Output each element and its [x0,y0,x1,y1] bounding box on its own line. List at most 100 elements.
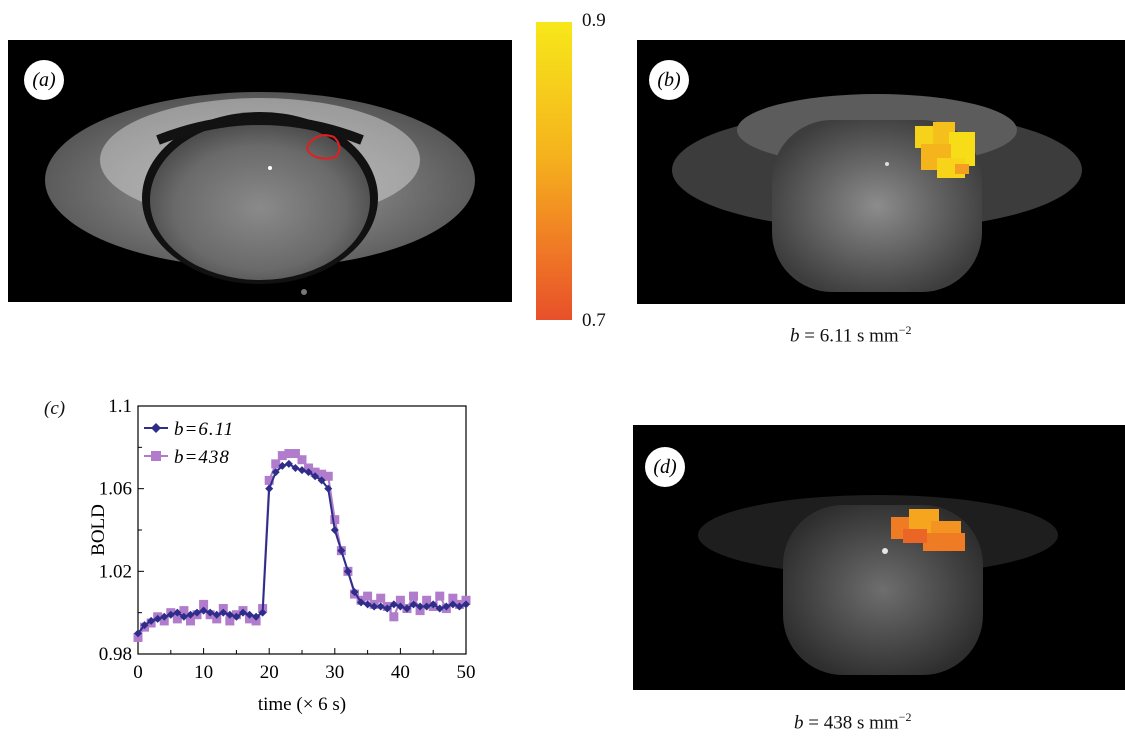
data-point-b611 [252,612,261,621]
y-tick-label: 1.02 [99,561,132,582]
data-point-b611 [147,616,156,625]
data-point-b438 [310,467,320,477]
data-point-b611 [383,604,392,613]
data-point-b438 [179,606,189,616]
data-point-b611 [330,526,339,534]
panel-label-c: (c) [44,398,66,419]
x-tick-label: 0 [133,662,143,683]
colorbar-max-label: 0.9 [582,10,606,31]
data-point-b611 [193,608,202,617]
data-point-b438 [159,616,169,626]
x-axis-label: time (× 6 s) [258,694,346,715]
data-point-b611 [448,600,457,609]
data-point-b438 [461,595,471,605]
data-point-b438 [435,591,445,601]
panel-label-a: (a) [24,60,64,100]
data-point-b611 [416,602,425,611]
data-point-b438 [172,614,182,624]
data-point-b611 [219,608,228,617]
data-point-b611 [278,461,287,470]
mri-panel-b: (b) [637,40,1125,304]
data-point-b611 [206,608,215,617]
roi-outline [306,134,341,160]
x-tick-label: 20 [260,662,279,683]
data-point-b611 [396,602,405,611]
data-point-b611 [232,612,241,621]
data-point-b611 [343,567,352,576]
data-point-b611 [442,602,451,611]
data-point-b611 [370,602,379,611]
data-point-b438 [297,455,307,465]
caption-b-symbol: b [790,325,800,347]
data-point-b611 [455,602,464,611]
legend-marker [151,423,161,433]
mri-image-a [45,92,475,295]
panel-label-d: (d) [645,447,685,487]
caption-b-exponent: −2 [898,323,912,337]
data-point-b611 [140,621,149,630]
data-point-b438 [323,471,333,481]
data-point-b611 [376,602,385,611]
data-point-b438 [448,593,458,603]
data-point-b611 [304,468,313,477]
data-point-b611 [389,600,398,609]
data-point-b611 [245,610,254,619]
caption-d-symbol: b [794,712,804,734]
data-point-b438 [185,616,195,626]
data-point-b611 [134,629,142,638]
data-point-b611 [435,604,444,613]
data-point-b611 [317,476,326,485]
data-point-b611 [324,484,333,493]
data-point-b438 [304,463,314,473]
caption-d-exponent: −2 [898,710,912,724]
y-tick-label: 1.06 [99,479,132,500]
data-point-b438 [271,459,281,469]
data-point-b611 [179,612,188,621]
colorbar-min-label: 0.7 [582,310,606,331]
data-point-b438 [422,595,432,605]
data-point-b438 [199,599,209,609]
mri-image-d [698,495,1058,675]
data-point-b438 [218,604,228,614]
data-point-b438 [330,515,340,525]
data-point-b438 [415,606,425,616]
data-point-b611 [265,484,274,493]
y-tick-label: 1.1 [108,396,132,417]
data-point-b438 [290,449,300,459]
data-point-b611 [186,610,195,619]
panel-label-b: (b) [649,60,689,100]
activation-blob-d [891,509,965,551]
legend-label: b=438 [174,447,230,468]
data-point-b611 [422,602,431,611]
data-point-b611 [350,588,359,596]
data-point-b611 [258,608,267,617]
data-point-b611 [160,612,169,621]
caption-b-value: = 6.11 s mm [799,325,899,347]
mri-image-b [672,94,1082,292]
x-tick-label: 10 [194,662,213,683]
data-point-b438 [389,612,399,622]
data-point-b611 [409,600,418,609]
data-point-b611 [402,604,411,613]
data-point-b438 [395,595,405,605]
data-point-b438 [245,614,255,624]
x-tick-label: 30 [325,662,344,683]
x-tick-label: 50 [457,662,476,683]
caption-b: b = 6.11 s mm−2 [790,323,912,347]
data-point-b611 [462,600,470,609]
data-point-b438 [317,469,327,479]
data-point-b611 [298,466,306,475]
data-point-b611 [225,610,234,619]
data-point-b611 [291,464,300,472]
data-point-b438 [251,616,261,626]
data-point-b438 [225,616,235,626]
data-point-b611 [337,546,346,555]
data-point-b611 [199,606,208,615]
mri-panel-a: (a) [8,40,512,302]
data-point-b438 [264,475,274,485]
caption-d: b = 438 s mm−2 [794,710,911,734]
data-point-b611 [284,459,293,468]
data-point-b611 [363,600,372,609]
data-point-b438 [409,591,419,601]
data-point-b611 [357,598,366,607]
